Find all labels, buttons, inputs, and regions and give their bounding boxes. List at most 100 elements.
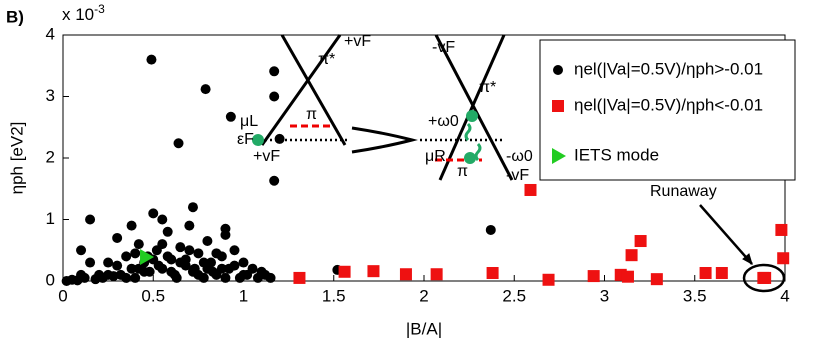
point	[171, 272, 182, 283]
point	[189, 263, 200, 274]
point	[121, 251, 132, 262]
annotation: π*	[479, 79, 496, 96]
x-tick-label: 1.5	[322, 286, 346, 305]
point	[524, 183, 537, 196]
point	[293, 271, 306, 284]
point	[759, 271, 772, 284]
point	[225, 111, 236, 122]
point	[211, 248, 222, 259]
x-tick-label: 3.5	[683, 286, 707, 305]
point	[121, 272, 132, 283]
point	[157, 239, 168, 250]
y-multiplier: x 10-3	[62, 2, 105, 24]
point	[238, 257, 249, 268]
point	[103, 257, 114, 268]
dot	[252, 134, 264, 146]
point	[133, 263, 144, 274]
point	[130, 248, 141, 259]
y-tick-label: 4	[46, 24, 55, 43]
annotation: μL	[240, 113, 258, 130]
point	[207, 266, 218, 277]
point	[542, 273, 555, 286]
point	[157, 214, 168, 225]
point	[175, 242, 186, 253]
point	[430, 268, 443, 281]
point	[187, 202, 198, 213]
annotation: εF	[237, 131, 254, 148]
point	[367, 265, 380, 278]
point	[269, 66, 280, 77]
legend-label: IETS mode	[574, 145, 659, 164]
dot	[464, 152, 476, 164]
annotation: -ω0	[506, 148, 533, 165]
point	[338, 265, 351, 278]
point	[625, 249, 638, 262]
point	[146, 54, 157, 65]
dot	[466, 110, 478, 122]
point	[103, 269, 114, 280]
annotation: π	[457, 163, 468, 180]
x-axis-label: |B/A|	[406, 319, 442, 338]
annotation: μR	[425, 148, 446, 165]
y-tick-label: 1	[46, 209, 55, 228]
point	[274, 133, 285, 144]
arrowhead	[742, 253, 753, 266]
legend-marker	[553, 65, 563, 75]
annotation: -vF	[506, 167, 529, 184]
point	[112, 232, 123, 243]
point	[269, 175, 280, 186]
wiggle	[464, 122, 472, 142]
x-tick-label: 2.5	[502, 286, 526, 305]
y-multiplier-exp: -3	[94, 2, 105, 16]
y-axis-label: ηph [eV2]	[7, 122, 26, 195]
inset-diagram	[252, 34, 786, 293]
point	[173, 138, 184, 149]
point	[153, 260, 164, 271]
point	[265, 272, 276, 283]
annotation: Runaway	[650, 183, 717, 200]
point	[200, 84, 211, 95]
point	[180, 254, 191, 265]
annotation: +vF	[344, 33, 371, 50]
point	[269, 91, 280, 102]
runaway-arrow	[699, 204, 753, 265]
point	[238, 269, 249, 280]
point	[486, 267, 499, 280]
cone-line	[438, 34, 506, 181]
point	[184, 220, 195, 231]
point	[587, 270, 600, 283]
y-tick-label: 3	[46, 86, 55, 105]
point	[85, 214, 96, 225]
point	[229, 245, 240, 256]
cone-line	[280, 34, 347, 146]
point	[229, 260, 240, 271]
point	[715, 267, 728, 280]
point	[193, 248, 204, 259]
annotation: +vF	[253, 148, 280, 165]
point	[220, 223, 231, 234]
legend-box	[539, 39, 796, 181]
point	[133, 239, 144, 250]
panel-label: B)	[6, 7, 24, 26]
cone-line	[260, 34, 342, 146]
point	[126, 263, 137, 274]
point	[202, 236, 213, 247]
annotation: π*	[318, 51, 335, 68]
runaway-ellipse	[742, 263, 786, 293]
cone-line	[434, 34, 514, 181]
point	[198, 257, 209, 268]
y-tick-label: 0	[46, 270, 55, 289]
legend-marker	[552, 148, 566, 164]
point	[220, 272, 231, 283]
legend-label: ηel(|Va|=0.5V)/ηph<-0.01	[574, 95, 763, 114]
point	[162, 251, 173, 262]
x-tick-label: 1	[239, 286, 248, 305]
annotation: -vF	[432, 39, 455, 56]
point	[634, 235, 647, 248]
point	[621, 270, 634, 283]
point	[85, 257, 96, 268]
legend-marker	[552, 100, 564, 112]
x-tick-label: 0.5	[141, 286, 165, 305]
point	[140, 249, 155, 266]
